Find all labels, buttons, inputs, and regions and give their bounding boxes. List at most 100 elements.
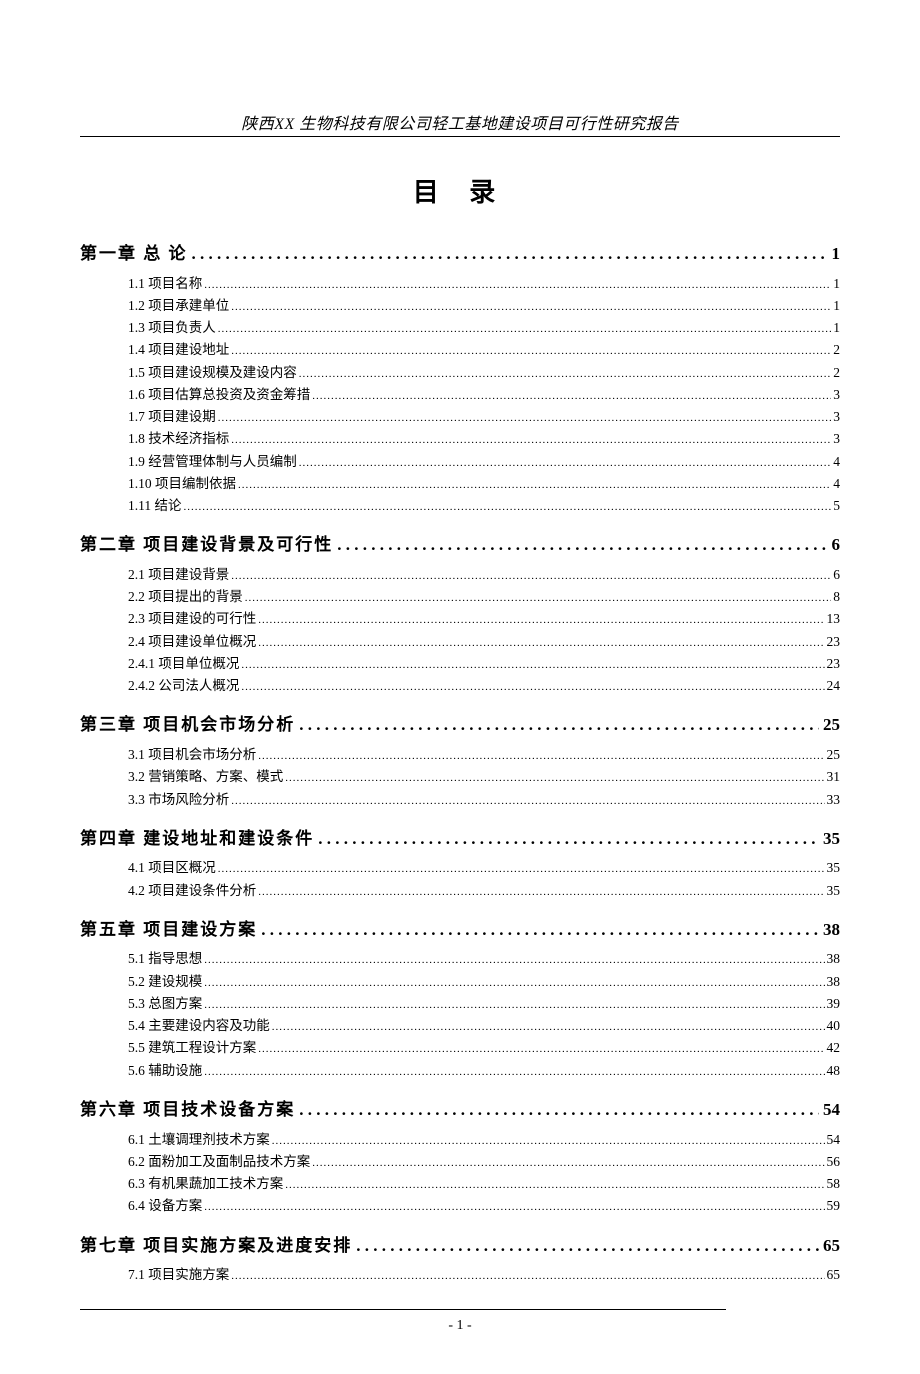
dot-leader (299, 452, 832, 472)
sub-page: 8 (833, 587, 840, 607)
sub-label: 2.4.1 项目单位概况 (128, 654, 239, 674)
sub-page: 35 (827, 881, 841, 901)
chapter-page: 65 (823, 1231, 840, 1262)
chapter-label: 第五章 项目建设方案 (80, 915, 257, 946)
dot-leader (192, 239, 828, 270)
sub-label: 1.6 项目估算总投资及资金筹措 (128, 385, 310, 405)
chapter-row: 第四章 建设地址和建设条件 35 (80, 824, 840, 855)
dot-leader (312, 1152, 824, 1172)
chapter-label: 第一章 总 论 (80, 239, 188, 270)
dot-leader (272, 1130, 825, 1150)
sub-label: 2.1 项目建设背景 (128, 565, 229, 585)
sub-label: 5.5 建筑工程设计方案 (128, 1038, 256, 1058)
dot-leader (299, 363, 832, 383)
sub-row: 2.4.2 公司法人概况24 (128, 676, 840, 696)
chapter-label: 第四章 建设地址和建设条件 (80, 824, 314, 855)
sub-label: 1.11 结论 (128, 496, 182, 516)
dot-leader (218, 407, 832, 427)
dot-leader (241, 654, 824, 674)
dot-leader (261, 915, 819, 946)
chapter-row: 第六章 项目技术设备方案54 (80, 1095, 840, 1126)
sub-row: 5.1 指导思想38 (128, 949, 840, 969)
sub-page: 59 (827, 1196, 841, 1216)
sub-page: 33 (827, 790, 841, 810)
dot-leader (356, 1231, 819, 1262)
sub-row: 5.4 主要建设内容及功能40 (128, 1016, 840, 1036)
sub-row: 1.1 项目名称1 (128, 274, 840, 294)
sub-row: 1.3 项目负责人1 (128, 318, 840, 338)
chapter-page: 25 (823, 710, 840, 741)
sub-label: 6.2 面粉加工及面制品技术方案 (128, 1152, 310, 1172)
sub-row: 2.1 项目建设背景 6 (128, 565, 840, 585)
chapter-row: 第五章 项目建设方案 38 (80, 915, 840, 946)
sub-label: 1.9 经营管理体制与人员编制 (128, 452, 297, 472)
sub-label: 1.4 项目建设地址 (128, 340, 229, 360)
chapter-label: 第六章 项目技术设备方案 (80, 1095, 295, 1126)
dot-leader (184, 496, 832, 516)
sub-label: 1.2 项目承建单位 (128, 296, 229, 316)
sub-label: 5.3 总图方案 (128, 994, 202, 1014)
dot-leader (204, 994, 824, 1014)
dot-leader (231, 1265, 824, 1285)
chapter-page: 35 (823, 824, 840, 855)
sub-label: 2.4.2 公司法人概况 (128, 676, 239, 696)
chapter-row: 第一章 总 论1 (80, 239, 840, 270)
sub-label: 2.4 项目建设单位概况 (128, 632, 256, 652)
dot-leader (231, 296, 831, 316)
sub-page: 5 (833, 496, 840, 516)
dot-leader (204, 1061, 824, 1081)
sub-page: 39 (827, 994, 841, 1014)
sub-row: 4.2 项目建设条件分析35 (128, 881, 840, 901)
dot-leader (258, 1038, 824, 1058)
dot-leader (245, 587, 832, 607)
sub-label: 7.1 项目实施方案 (128, 1265, 229, 1285)
sub-row: 3.1 项目机会市场分析25 (128, 745, 840, 765)
sub-row: 1.2 项目承建单位1 (128, 296, 840, 316)
sub-row: 4.1 项目区概况 35 (128, 858, 840, 878)
sub-label: 6.3 有机果蔬加工技术方案 (128, 1174, 283, 1194)
sub-page: 2 (833, 363, 840, 383)
sub-page: 3 (833, 429, 840, 449)
sub-row: 2.2 项目提出的背景8 (128, 587, 840, 607)
sub-page: 25 (827, 745, 841, 765)
sub-page: 23 (827, 632, 841, 652)
dot-leader (318, 824, 819, 855)
sub-page: 3 (833, 385, 840, 405)
toc-title: 目 录 (80, 172, 840, 209)
dot-leader (218, 858, 825, 878)
sub-label: 1.7 项目建设期 (128, 407, 216, 427)
dot-leader (241, 676, 824, 696)
sub-page: 35 (827, 858, 841, 878)
sub-label: 3.2 营销策略、方案、模式 (128, 767, 283, 787)
sub-label: 1.5 项目建设规模及建设内容 (128, 363, 297, 383)
dot-leader (299, 710, 819, 741)
sub-label: 2.3 项目建设的可行性 (128, 609, 256, 629)
dot-leader (204, 1196, 824, 1216)
sub-row: 1.6 项目估算总投资及资金筹措 3 (128, 385, 840, 405)
sub-row: 3.3 市场风险分析33 (128, 790, 840, 810)
chapter-page: 6 (832, 530, 841, 561)
sub-label: 4.1 项目区概况 (128, 858, 216, 878)
dot-leader (231, 429, 831, 449)
sub-page: 38 (827, 972, 841, 992)
sub-page: 31 (827, 767, 841, 787)
sub-page: 6 (833, 565, 840, 585)
sub-page: 23 (827, 654, 841, 674)
sub-row: 6.2 面粉加工及面制品技术方案56 (128, 1152, 840, 1172)
sub-row: 1.8 技术经济指标 3 (128, 429, 840, 449)
sub-row: 2.4.1 项目单位概况 23 (128, 654, 840, 674)
sub-page: 42 (827, 1038, 841, 1058)
sub-row: 1.11 结论 5 (128, 496, 840, 516)
sub-page: 48 (827, 1061, 841, 1081)
chapter-page: 38 (823, 915, 840, 946)
sub-label: 5.2 建设规模 (128, 972, 202, 992)
sub-row: 1.10 项目编制依据4 (128, 474, 840, 494)
sub-row: 1.5 项目建设规模及建设内容 2 (128, 363, 840, 383)
page-number-footer: - 1 - (80, 1318, 840, 1334)
footer-divider (80, 1309, 726, 1310)
sub-row: 6.3 有机果蔬加工技术方案58 (128, 1174, 840, 1194)
dot-leader (258, 632, 824, 652)
sub-row: 5.3 总图方案 39 (128, 994, 840, 1014)
sub-page: 54 (827, 1130, 841, 1150)
sub-label: 1.8 技术经济指标 (128, 429, 229, 449)
